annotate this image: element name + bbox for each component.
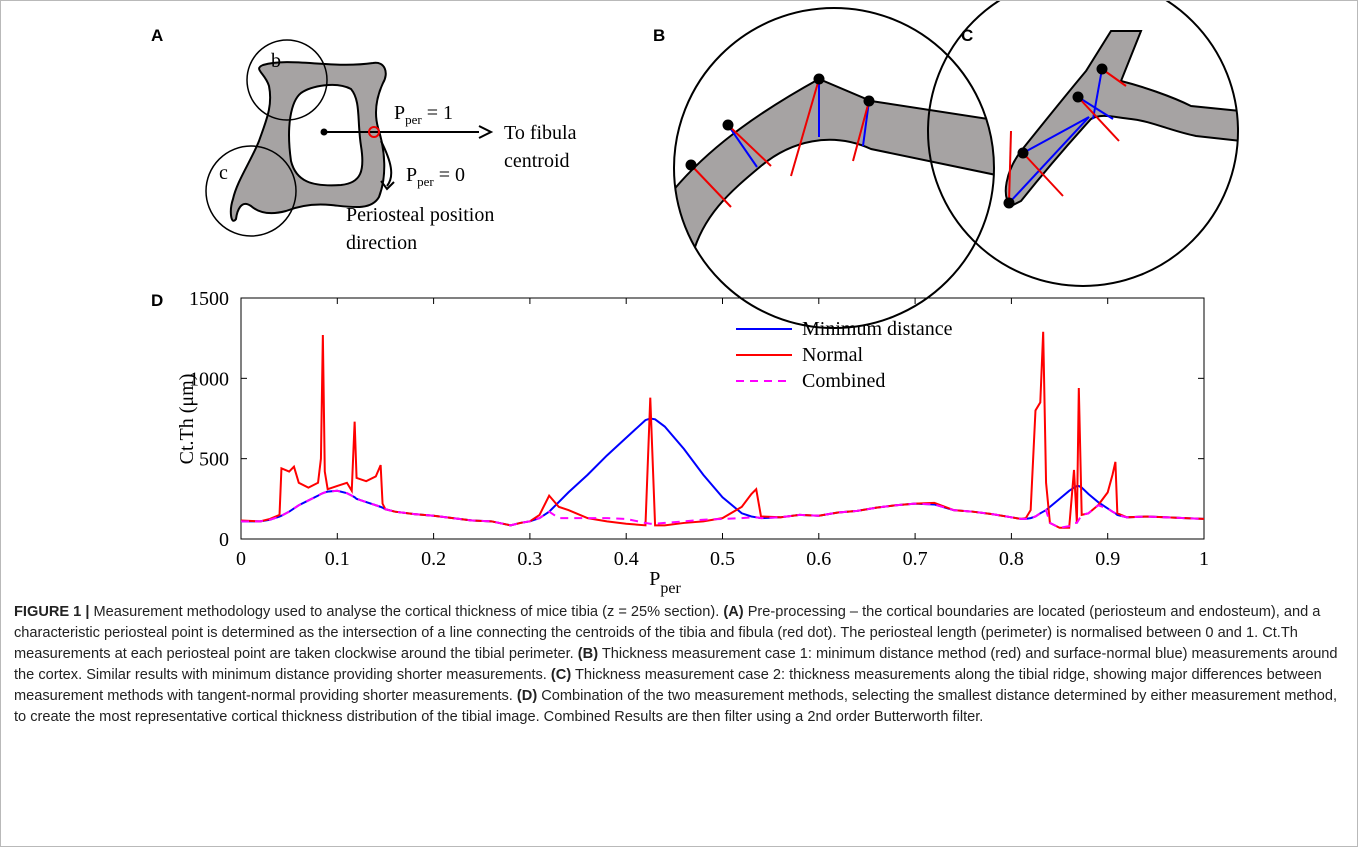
caption-text: (C) (550, 667, 572, 683)
min-line (790, 78, 820, 177)
annotation-part: P (406, 164, 417, 186)
caption-text: Combination of the two measurement metho… (14, 688, 1338, 725)
zoom-circle (205, 145, 297, 237)
point (813, 73, 825, 85)
x-tick-label: 0.5 (710, 548, 735, 570)
caption-text: (B) (577, 646, 599, 662)
point (722, 119, 734, 131)
legend-label: Normal (802, 344, 864, 366)
caption: FIGURE 1 | Measurement methodology used … (14, 602, 1344, 728)
x-axis-label-part: P (649, 568, 660, 590)
annotation: direction (346, 232, 417, 254)
annotation-part: P (394, 102, 405, 124)
x-axis-label: Pper (649, 568, 681, 597)
series-line (241, 417, 1205, 527)
x-tick-label: 0.1 (325, 548, 350, 570)
panel-label: D (151, 291, 163, 310)
min-line (1077, 96, 1120, 142)
tibia-section (229, 61, 387, 222)
annotation: Periosteal position (346, 204, 494, 226)
zoom-circle (246, 39, 328, 121)
normal-line (1008, 116, 1090, 204)
caption-text: Pre-processing – the cortical boundaries… (14, 604, 1321, 662)
series-line (240, 331, 1205, 529)
point (1096, 63, 1108, 75)
point (863, 95, 875, 107)
normal-line (1092, 68, 1103, 120)
y-axis-label: Ct.Th (μm) (176, 374, 198, 465)
normal-line (727, 124, 758, 168)
x-axis-label-part: per (660, 580, 681, 597)
caption-text: Thickness measurement case 1: minimum di… (14, 646, 1338, 683)
panel-label: B (653, 26, 665, 45)
min-line (727, 124, 772, 167)
y-tick-label: 1000 (189, 368, 229, 390)
min-line (690, 164, 732, 208)
annotation: centroid (504, 150, 570, 172)
x-tick-label: 1 (1199, 548, 1209, 570)
cortex (1004, 30, 1238, 208)
x-tick-label: 0 (236, 548, 246, 570)
zoom-b (674, 77, 994, 262)
point (685, 159, 697, 171)
circle-label: c (219, 162, 228, 184)
caption-text: Measurement methodology used to analyse … (93, 604, 724, 620)
y-tick-label: 0 (219, 529, 229, 551)
caption-text: (D) (516, 688, 538, 704)
arrow-head (478, 125, 494, 139)
plot-frame (240, 297, 1205, 540)
cortex (674, 77, 994, 262)
annotation: Pper = 0 (406, 164, 465, 189)
legend-label: Combined (802, 370, 885, 392)
x-tick-label: 0.3 (517, 548, 542, 570)
arrow-head (380, 180, 395, 191)
min-line (852, 100, 870, 162)
annotation: To fibula (504, 122, 577, 144)
min-line (1022, 152, 1064, 197)
annotation: Pper = 1 (394, 102, 453, 127)
circle-label: b (271, 50, 281, 72)
legend-label: Minimum distance (802, 318, 953, 340)
x-tick-label: 0.6 (806, 548, 831, 570)
point (1003, 197, 1015, 209)
caption-text: FIGURE 1 | (14, 604, 94, 620)
panel-label: A (151, 26, 163, 45)
caption-text: (A) (723, 604, 744, 620)
y-tick-label: 1500 (189, 288, 229, 310)
y-tick-label: 500 (199, 449, 229, 471)
x-tick-label: 0.4 (614, 548, 639, 570)
min-line (1008, 130, 1012, 204)
figure-graphics: A b c Pper = 1 Pper = 0 To fibula centro… (151, 1, 1239, 597)
zoom-circle (927, 1, 1239, 287)
annotation-part: = 1 (422, 102, 453, 124)
x-tick-label: 0.7 (903, 548, 928, 570)
point (1072, 91, 1084, 103)
annotation-part: per (417, 174, 434, 189)
point (1017, 147, 1029, 159)
direction-arrow (380, 140, 393, 187)
x-tick-label: 0.2 (421, 548, 446, 570)
x-tick-label: 0.9 (1095, 548, 1120, 570)
zoom-circle (673, 7, 995, 329)
zoom-c (1004, 30, 1238, 208)
normal-line (1022, 116, 1090, 154)
x-tick-label: 0.8 (999, 548, 1024, 570)
caption-text: Thickness measurement case 2: thickness … (14, 667, 1322, 704)
periosteal-point (368, 126, 380, 138)
annotation-part: per (405, 112, 422, 127)
annotation-part: = 0 (434, 164, 465, 186)
